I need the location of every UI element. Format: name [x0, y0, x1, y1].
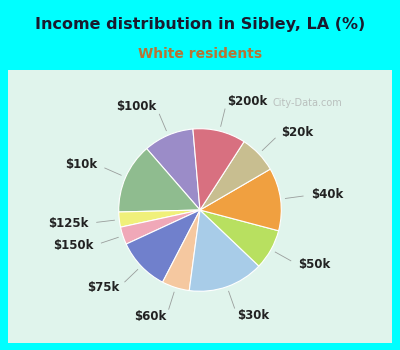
- Text: $75k: $75k: [87, 281, 119, 294]
- Text: Income distribution in Sibley, LA (%): Income distribution in Sibley, LA (%): [35, 17, 365, 32]
- Wedge shape: [193, 129, 244, 210]
- Wedge shape: [200, 169, 281, 231]
- Text: $60k: $60k: [134, 310, 166, 323]
- Text: $125k: $125k: [48, 217, 89, 230]
- Wedge shape: [162, 210, 200, 290]
- Text: City-Data.com: City-Data.com: [273, 98, 342, 108]
- Text: White residents: White residents: [138, 47, 262, 61]
- Text: $20k: $20k: [281, 126, 313, 139]
- Text: $40k: $40k: [311, 188, 344, 202]
- Wedge shape: [119, 149, 200, 212]
- Text: $200k: $200k: [227, 94, 267, 107]
- Text: $50k: $50k: [298, 258, 330, 271]
- Wedge shape: [200, 210, 278, 266]
- Wedge shape: [126, 210, 200, 282]
- Wedge shape: [147, 129, 200, 210]
- Wedge shape: [119, 210, 200, 227]
- Text: $100k: $100k: [116, 100, 156, 113]
- Wedge shape: [200, 142, 270, 210]
- Text: $30k: $30k: [237, 309, 269, 322]
- Text: $10k: $10k: [65, 158, 97, 171]
- Text: $150k: $150k: [53, 239, 94, 252]
- Wedge shape: [120, 210, 200, 244]
- Wedge shape: [189, 210, 259, 291]
